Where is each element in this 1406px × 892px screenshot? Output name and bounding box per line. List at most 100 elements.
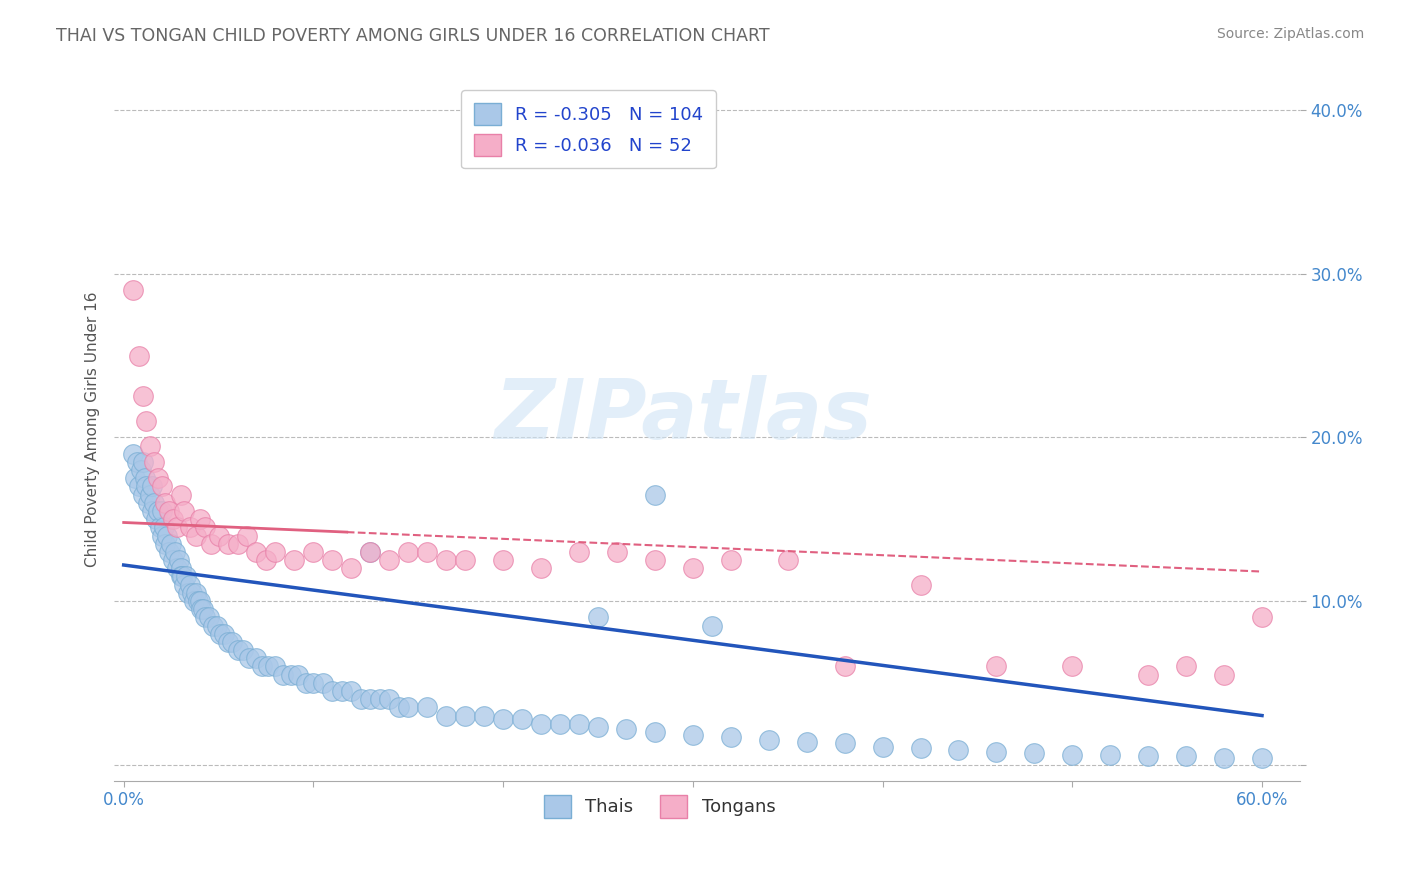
Point — [212, 626, 235, 640]
Point — [1251, 610, 1274, 624]
Point — [644, 725, 666, 739]
Point — [169, 569, 191, 583]
Point — [454, 708, 477, 723]
Point — [149, 520, 172, 534]
Point — [1213, 751, 1236, 765]
Point — [378, 692, 401, 706]
Point — [122, 447, 145, 461]
Point — [986, 745, 1008, 759]
Point — [125, 455, 148, 469]
Point — [1213, 667, 1236, 681]
Point — [948, 743, 970, 757]
Point — [340, 561, 363, 575]
Point — [254, 553, 277, 567]
Point — [530, 561, 553, 575]
Point — [340, 684, 363, 698]
Point — [330, 684, 353, 698]
Point — [257, 659, 280, 673]
Point — [157, 504, 180, 518]
Legend: Thais, Tongans: Thais, Tongans — [537, 789, 783, 825]
Point — [378, 553, 401, 567]
Point — [162, 512, 184, 526]
Point — [183, 594, 205, 608]
Point — [796, 735, 818, 749]
Point — [910, 577, 932, 591]
Point — [198, 610, 221, 624]
Point — [122, 283, 145, 297]
Point — [139, 439, 162, 453]
Point — [201, 618, 224, 632]
Point — [166, 520, 188, 534]
Point — [238, 651, 260, 665]
Point — [177, 586, 200, 600]
Point — [834, 736, 856, 750]
Point — [194, 520, 217, 534]
Point — [1175, 749, 1198, 764]
Text: THAI VS TONGAN CHILD POVERTY AMONG GIRLS UNDER 16 CORRELATION CHART: THAI VS TONGAN CHILD POVERTY AMONG GIRLS… — [56, 27, 770, 45]
Point — [150, 479, 173, 493]
Point — [221, 635, 243, 649]
Point — [128, 349, 150, 363]
Point — [568, 545, 591, 559]
Point — [174, 569, 197, 583]
Point — [834, 659, 856, 673]
Point — [169, 561, 191, 575]
Point — [492, 712, 515, 726]
Point — [644, 488, 666, 502]
Point — [134, 471, 156, 485]
Point — [1099, 747, 1122, 762]
Point — [472, 708, 495, 723]
Text: ZIPatlas: ZIPatlas — [495, 375, 872, 456]
Point — [548, 716, 571, 731]
Point — [169, 488, 191, 502]
Point — [416, 545, 439, 559]
Point — [141, 504, 163, 518]
Point — [758, 733, 780, 747]
Point — [131, 389, 153, 403]
Point — [510, 712, 533, 726]
Text: Source: ZipAtlas.com: Source: ZipAtlas.com — [1216, 27, 1364, 41]
Point — [1175, 659, 1198, 673]
Point — [143, 496, 166, 510]
Point — [173, 577, 195, 591]
Point — [271, 667, 294, 681]
Point — [232, 643, 254, 657]
Point — [321, 684, 343, 698]
Point — [139, 488, 162, 502]
Point — [200, 537, 222, 551]
Point — [1062, 659, 1084, 673]
Y-axis label: Child Poverty Among Girls Under 16: Child Poverty Among Girls Under 16 — [86, 292, 100, 567]
Point — [188, 594, 211, 608]
Point — [150, 528, 173, 542]
Point — [250, 659, 273, 673]
Point — [181, 586, 204, 600]
Point — [135, 414, 157, 428]
Point — [359, 545, 381, 559]
Point — [128, 479, 150, 493]
Point — [396, 545, 419, 559]
Point — [359, 692, 381, 706]
Point — [131, 455, 153, 469]
Point — [1062, 747, 1084, 762]
Point — [312, 675, 335, 690]
Point — [226, 537, 249, 551]
Point — [434, 553, 457, 567]
Point — [179, 577, 201, 591]
Point — [264, 659, 287, 673]
Point — [162, 553, 184, 567]
Point — [187, 594, 209, 608]
Point — [193, 602, 215, 616]
Point — [129, 463, 152, 477]
Point — [207, 528, 229, 542]
Point — [245, 651, 267, 665]
Point — [616, 722, 638, 736]
Point — [986, 659, 1008, 673]
Point — [141, 479, 163, 493]
Point — [157, 545, 180, 559]
Point — [217, 537, 239, 551]
Point — [644, 553, 666, 567]
Point — [173, 504, 195, 518]
Point — [530, 716, 553, 731]
Point — [172, 569, 194, 583]
Point — [359, 545, 381, 559]
